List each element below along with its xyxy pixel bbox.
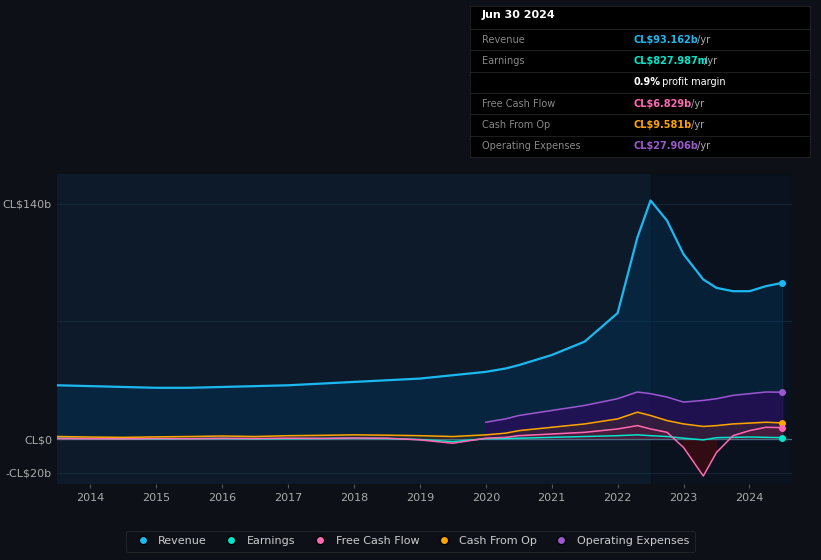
Text: CL$27.906b: CL$27.906b	[633, 141, 698, 151]
Text: Revenue: Revenue	[482, 35, 525, 45]
Text: CL$9.581b: CL$9.581b	[633, 120, 691, 130]
Text: /yr: /yr	[700, 56, 717, 66]
Text: Jun 30 2024: Jun 30 2024	[482, 10, 555, 20]
Text: profit margin: profit margin	[658, 77, 725, 87]
Text: CL$93.162b: CL$93.162b	[633, 35, 698, 45]
Bar	[650, 174, 792, 484]
Text: /yr: /yr	[688, 99, 704, 109]
Text: Free Cash Flow: Free Cash Flow	[482, 99, 555, 109]
Text: /yr: /yr	[695, 141, 711, 151]
Text: CL$827.987m: CL$827.987m	[633, 56, 708, 66]
Text: CL$6.829b: CL$6.829b	[633, 99, 691, 109]
Text: /yr: /yr	[688, 120, 704, 130]
Text: /yr: /yr	[695, 35, 711, 45]
Text: Cash From Op: Cash From Op	[482, 120, 550, 130]
Text: Earnings: Earnings	[482, 56, 524, 66]
Text: Operating Expenses: Operating Expenses	[482, 141, 580, 151]
Text: 0.9%: 0.9%	[633, 77, 660, 87]
Legend: Revenue, Earnings, Free Cash Flow, Cash From Op, Operating Expenses: Revenue, Earnings, Free Cash Flow, Cash …	[126, 530, 695, 552]
